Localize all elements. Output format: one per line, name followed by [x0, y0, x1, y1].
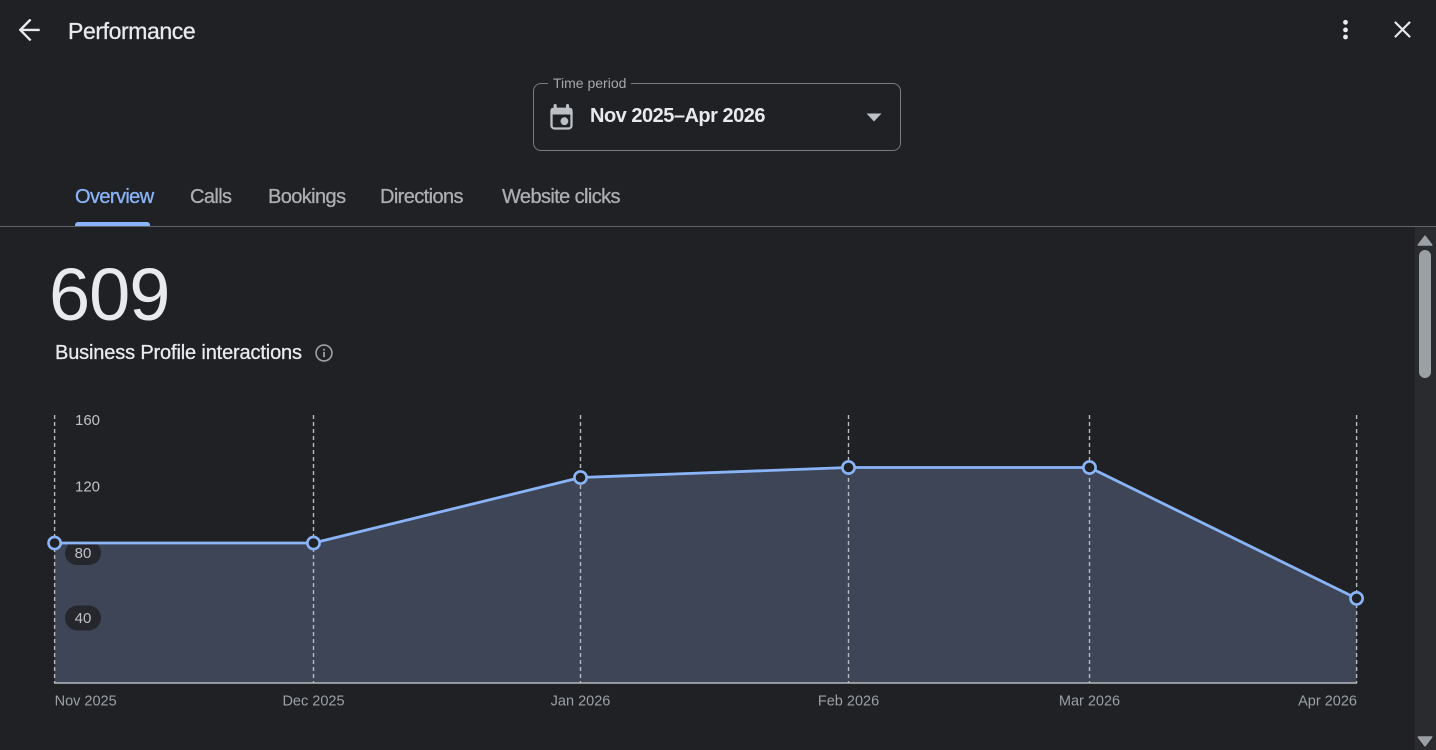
svg-text:Feb 2026: Feb 2026: [818, 694, 879, 710]
svg-text:40: 40: [75, 610, 92, 627]
svg-text:80: 80: [75, 545, 92, 562]
svg-text:Mar 2026: Mar 2026: [1059, 694, 1120, 710]
svg-text:Dec 2025: Dec 2025: [282, 694, 344, 710]
svg-text:120: 120: [75, 479, 100, 496]
svg-text:160: 160: [75, 412, 100, 429]
svg-text:Nov 2025: Nov 2025: [55, 694, 117, 710]
svg-text:Apr 2026: Apr 2026: [1298, 694, 1357, 710]
svg-text:Jan 2026: Jan 2026: [551, 694, 611, 710]
